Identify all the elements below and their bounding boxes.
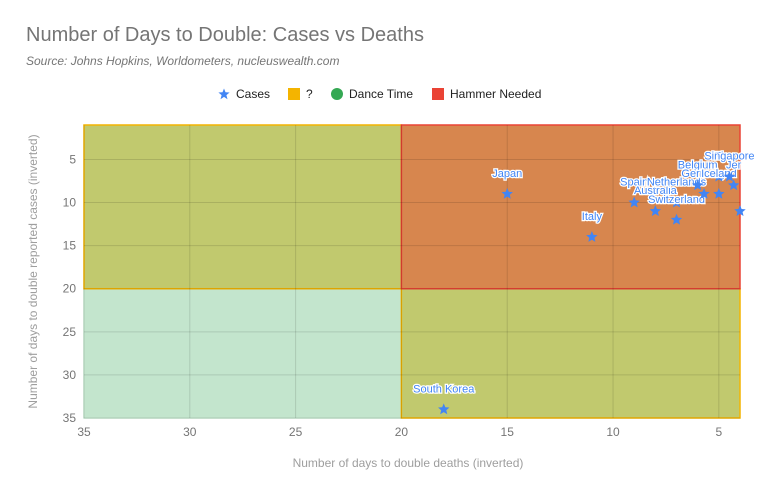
- x-tick-label: 20: [395, 425, 409, 439]
- legend-item-hammer-needed[interactable]: Hammer Needed: [432, 86, 541, 102]
- data-label: Italy: [582, 211, 603, 223]
- data-label: Japan: [492, 168, 522, 180]
- data-label: South Korea: [413, 383, 475, 395]
- y-tick-label: 35: [63, 411, 77, 425]
- data-point-star: [628, 196, 640, 208]
- legend-item-dance-time[interactable]: Dance Time: [331, 86, 413, 102]
- data-label: Jer: [726, 159, 742, 171]
- data-label: Switzerland: [648, 194, 705, 206]
- square-icon: [288, 88, 300, 100]
- data-point-star: [670, 196, 683, 208]
- data-point-star: [723, 170, 736, 182]
- chart-subtitle: Source: Johns Hopkins, Worldometers, nuc…: [26, 54, 340, 68]
- legend-label-cases: Cases: [236, 87, 271, 101]
- data-point-star: [586, 231, 598, 242]
- legend-item-cases[interactable]: Cases: [218, 86, 270, 102]
- data-label: Belgium: [678, 159, 718, 171]
- y-axis-title: Number of days to double reported cases …: [26, 134, 40, 408]
- x-tick-label: 35: [77, 425, 91, 439]
- region-hammer-needed-3: [400, 124, 741, 290]
- data-point-star: [713, 170, 725, 182]
- x-axis-title: Number of days to double deaths (inverte…: [293, 456, 524, 470]
- legend-label-hammer-needed: Hammer Needed: [450, 87, 542, 101]
- y-tick-label: 10: [63, 196, 77, 210]
- y-tick-label: 20: [63, 282, 77, 296]
- y-tick-label: 15: [63, 239, 77, 253]
- square-icon: [432, 88, 444, 100]
- y-tick-label: 5: [69, 152, 76, 166]
- x-tick-label: 25: [289, 425, 303, 439]
- chart-title: Number of Days to Double: Cases vs Death…: [26, 24, 424, 46]
- data-point-star: [698, 187, 710, 199]
- legend-label-question: ?: [306, 87, 313, 101]
- data-point-star: [670, 213, 683, 225]
- x-tick-label: 10: [606, 425, 620, 439]
- y-tick-label: 25: [63, 325, 77, 339]
- data-label: Fi: [714, 151, 723, 163]
- data-point-star: [734, 205, 746, 217]
- x-tick-label: 30: [183, 425, 197, 439]
- region--1: [83, 124, 403, 290]
- x-tick-label: 5: [715, 425, 722, 439]
- legend-item-question[interactable]: ?: [288, 86, 313, 102]
- star-icon: [218, 88, 230, 100]
- legend-label-dance-time: Dance Time: [349, 87, 414, 101]
- region--2: [400, 287, 741, 419]
- data-label: Australia: [634, 185, 678, 197]
- data-point-star: [727, 179, 740, 191]
- data-label: Singapore: [704, 151, 754, 163]
- data-point-star: [713, 187, 725, 199]
- data-label: Netherlands: [647, 177, 707, 189]
- legend: Cases ? Dance Time Hammer Needed: [0, 86, 764, 104]
- data-point-star: [501, 187, 513, 199]
- y-tick-label: 30: [63, 368, 77, 382]
- data-point-star: [691, 179, 704, 191]
- data-point-star: [438, 403, 450, 415]
- x-tick-label: 15: [501, 425, 515, 439]
- data-point-star: [649, 205, 662, 217]
- region-dance-time-0: [83, 287, 403, 419]
- data-label: Spain: [620, 177, 648, 189]
- circle-icon: [331, 88, 343, 100]
